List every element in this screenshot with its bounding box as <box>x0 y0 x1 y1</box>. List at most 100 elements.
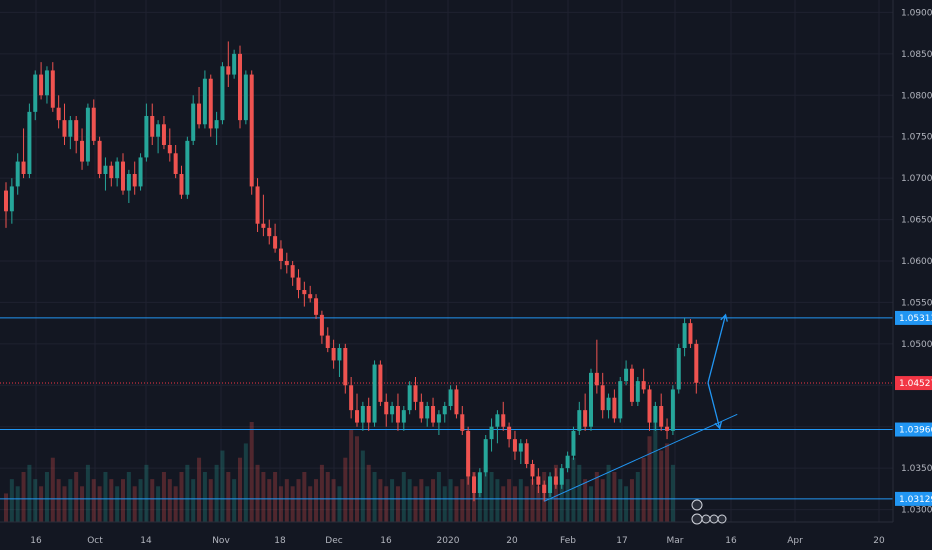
candle-body <box>15 161 20 187</box>
candle <box>594 339 599 394</box>
candle-body <box>659 406 664 427</box>
volume-bar <box>501 486 506 522</box>
candle <box>606 393 611 419</box>
candle <box>436 410 441 435</box>
arrow-down-head <box>714 421 723 430</box>
candle <box>600 372 605 419</box>
candle <box>448 385 453 411</box>
event-marker-icon[interactable] <box>691 513 703 525</box>
candle-body <box>126 174 131 191</box>
candle <box>331 339 336 369</box>
volume-bar <box>144 464 149 522</box>
candle <box>185 136 190 199</box>
volume-bar <box>331 479 336 522</box>
candle <box>325 327 330 353</box>
candle <box>665 418 670 440</box>
volume-bar <box>507 479 512 522</box>
candle <box>507 422 512 448</box>
volume-bar <box>302 472 307 522</box>
volume-bar <box>530 479 535 522</box>
price-tick-label: 1.07000 <box>901 174 932 184</box>
volume-bar <box>665 443 670 522</box>
candle <box>167 128 172 162</box>
candle-body <box>185 140 190 195</box>
volume-bar <box>431 479 436 522</box>
event-marker-icon[interactable] <box>709 514 719 524</box>
candle <box>33 70 38 121</box>
volume-bar <box>226 472 231 522</box>
volume-bars <box>4 422 675 522</box>
candle <box>4 182 8 228</box>
event-marker-icon[interactable] <box>717 514 727 524</box>
candle-body <box>682 323 687 348</box>
trendline[interactable] <box>543 413 738 502</box>
time-tick-label: Apr <box>787 536 803 546</box>
volume-bar <box>220 450 225 522</box>
volume-bar <box>4 493 8 522</box>
candle-body <box>214 120 219 129</box>
time-tick-label: Nov <box>212 536 230 546</box>
arrow-down[interactable] <box>707 382 721 429</box>
volume-bar <box>290 486 295 522</box>
candle <box>489 418 494 452</box>
volume-bar <box>536 486 541 522</box>
candle-body <box>85 107 90 162</box>
candle <box>80 128 85 170</box>
volume-bar <box>197 457 202 522</box>
candle <box>466 426 471 485</box>
volume-bar <box>477 479 482 522</box>
candle <box>612 389 617 423</box>
volume-bar <box>390 479 395 522</box>
drawing-annotations[interactable] <box>543 313 738 502</box>
candle-body <box>583 410 588 427</box>
candle <box>56 95 61 129</box>
candle-body <box>62 120 67 137</box>
volume-bar <box>378 479 383 522</box>
candle-body <box>395 406 400 423</box>
price-tick-label: 1.08500 <box>901 50 932 60</box>
candle <box>460 406 465 435</box>
volume-bar <box>249 422 254 522</box>
candle-body <box>278 248 283 261</box>
event-marker-icon[interactable] <box>701 514 711 524</box>
candle <box>407 381 412 415</box>
candle-body <box>442 406 447 415</box>
volume-bar <box>267 479 272 522</box>
candle-body <box>273 236 278 249</box>
volume-bar <box>208 479 213 522</box>
time-axis-panel[interactable] <box>0 522 893 550</box>
volume-bar <box>518 479 523 522</box>
candle-body <box>606 397 611 411</box>
candle-body <box>372 364 377 423</box>
candle-body <box>208 78 213 129</box>
event-marker-icon[interactable] <box>691 499 703 511</box>
volume-bar <box>460 479 465 522</box>
candle <box>472 472 476 502</box>
volume-bar <box>512 486 517 522</box>
volume-bar <box>278 486 283 522</box>
candle-body <box>366 406 371 423</box>
volume-bar <box>454 486 459 522</box>
candle <box>232 49 237 79</box>
time-tick-label: Mar <box>667 536 684 546</box>
arrow-up[interactable] <box>707 314 727 383</box>
candle <box>565 451 570 473</box>
volume-bar <box>355 436 359 522</box>
volume-bar <box>565 479 570 522</box>
candle-body <box>232 53 237 75</box>
time-tick-label: Oct <box>87 536 103 546</box>
volume-bar <box>589 486 593 522</box>
candle <box>571 426 576 460</box>
candle-body <box>337 348 342 361</box>
candle <box>302 281 307 307</box>
candle-body <box>431 406 436 423</box>
candle-body <box>390 406 395 415</box>
candle-body <box>577 410 582 431</box>
volume-bar <box>612 472 617 522</box>
candle <box>91 99 96 145</box>
candle <box>278 240 283 270</box>
event-markers[interactable] <box>691 499 727 525</box>
candle <box>44 66 49 104</box>
volume-bar <box>161 472 166 522</box>
